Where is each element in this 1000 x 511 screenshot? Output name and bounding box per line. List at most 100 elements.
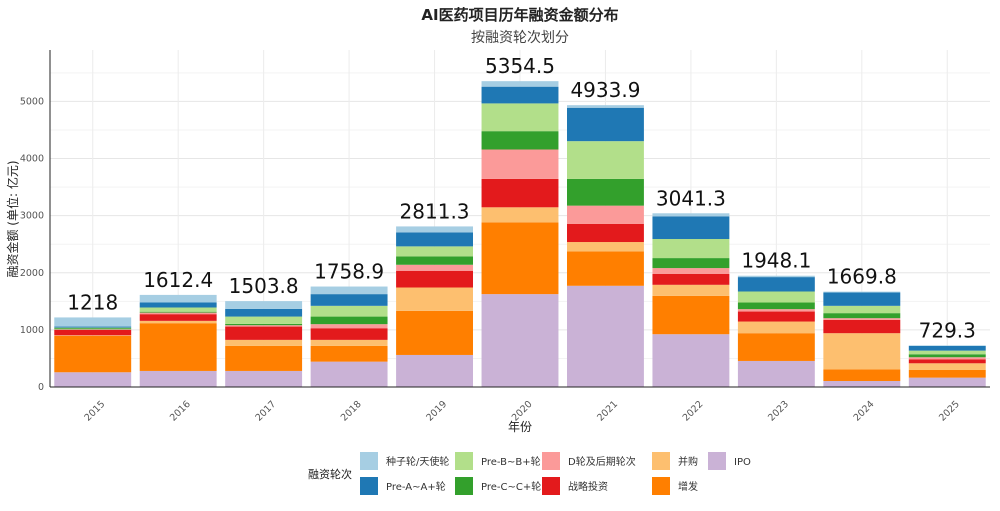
bar-segment <box>481 178 559 208</box>
bar-segment <box>139 370 217 387</box>
legend-item: Pre-C~C+轮 <box>455 477 541 495</box>
bar-segment <box>310 361 388 387</box>
bar-segment <box>139 314 217 321</box>
x-tick-label: 2022 <box>681 399 706 424</box>
bar-segment <box>823 305 901 314</box>
bar-segment <box>139 320 217 324</box>
bar-segment <box>908 345 986 351</box>
chart-subtitle: 按融资轮次划分 <box>471 30 569 46</box>
bar-segment <box>225 370 303 387</box>
legend-swatch <box>542 452 560 470</box>
bar-segment <box>139 302 217 308</box>
x-tick-label: 2025 <box>937 399 962 424</box>
x-tick-label: 2015 <box>83 399 108 424</box>
bar-segment <box>310 345 388 362</box>
bar-segment <box>481 131 559 150</box>
legend-item: 并购 <box>652 452 698 470</box>
legend-item: 增发 <box>652 477 698 495</box>
bar-segment <box>737 291 815 303</box>
bar-segment <box>652 258 730 269</box>
x-tick-label: 2017 <box>253 399 278 424</box>
bar-segment <box>139 307 217 312</box>
bar-segment <box>396 270 473 288</box>
chart-title: AI医药项目历年融资金额分布 <box>421 6 618 24</box>
total-label: 4933.9 <box>570 78 640 102</box>
bar-segment <box>225 308 303 317</box>
y-tick-label: 4000 <box>20 154 44 165</box>
bar-segment <box>54 317 132 327</box>
bar-segment <box>54 335 132 373</box>
bar-segment <box>567 251 644 286</box>
legend-label: 并购 <box>678 455 698 468</box>
bar-segment <box>823 318 901 320</box>
bar-segment <box>652 295 730 335</box>
bar-segment <box>908 354 986 358</box>
bar-segment <box>567 178 644 206</box>
bar-segment <box>652 213 730 217</box>
x-tick-label: 2023 <box>766 399 791 424</box>
bar-segment <box>567 242 644 252</box>
bar-segment <box>652 273 730 285</box>
bar-segment <box>396 310 473 355</box>
total-label: 2811.3 <box>400 199 470 223</box>
y-tick-label: 2000 <box>20 268 44 279</box>
legend-swatch <box>455 452 473 470</box>
x-tick-label: 2018 <box>339 399 364 424</box>
bar-segment <box>652 216 730 240</box>
bar-segment <box>737 309 815 312</box>
bar-segment <box>652 239 730 259</box>
legend-label: 战略投资 <box>568 480 608 493</box>
bar-segment <box>652 268 730 274</box>
bar-segment <box>908 350 986 355</box>
bar-segment <box>139 294 217 303</box>
bar-segment <box>396 256 473 265</box>
bar-segment <box>225 326 303 340</box>
bar-segment <box>823 333 901 370</box>
bar-segment <box>567 205 644 224</box>
bar-segment <box>225 325 303 327</box>
legend-swatch <box>455 477 473 495</box>
y-axis-label: 融资金额 (单位: 亿元) <box>5 160 20 277</box>
bar-segment <box>310 305 388 317</box>
legend-label: Pre-C~C+轮 <box>481 480 541 493</box>
bar-segment <box>481 81 559 87</box>
bar-segment <box>310 324 388 329</box>
bar-segment <box>652 284 730 296</box>
bar-segment <box>139 311 217 313</box>
x-axis-label: 年份 <box>508 420 532 434</box>
bar-segment <box>567 285 644 387</box>
bar-segment <box>481 294 559 387</box>
bar-segment <box>310 339 388 346</box>
bar-segment <box>225 316 303 324</box>
legend-item: Pre-B~B+轮 <box>455 452 541 470</box>
bar-segment <box>908 359 986 364</box>
total-label: 1758.9 <box>314 260 384 284</box>
total-label: 1669.8 <box>827 265 897 289</box>
total-label: 1503.8 <box>229 274 299 298</box>
bar-segment <box>737 277 815 292</box>
legend-label: D轮及后期轮次 <box>568 455 636 468</box>
legend-title: 融资轮次 <box>308 467 352 481</box>
bar-segment <box>481 207 559 223</box>
bar-segment <box>567 141 644 179</box>
legend-swatch <box>360 452 378 470</box>
bar-segment <box>225 301 303 309</box>
x-tick-label: 2016 <box>168 399 193 424</box>
x-tick-label: 2021 <box>595 399 620 424</box>
bar-segment <box>310 286 388 295</box>
legend-label: 种子轮/天使轮 <box>386 455 449 468</box>
bar-segment <box>823 292 901 306</box>
bar-segment <box>54 329 132 330</box>
bar-segment <box>54 335 132 336</box>
bar-segment <box>908 345 986 346</box>
bar-segment <box>139 323 217 371</box>
bar-segment <box>908 369 986 378</box>
y-tick-label: 0 <box>38 382 44 393</box>
legend-label: 增发 <box>678 480 698 493</box>
legend-item: 战略投资 <box>542 477 608 495</box>
legend-item: Pre-A~A+轮 <box>360 477 446 495</box>
bar-segment <box>54 372 132 387</box>
bar-segment <box>54 326 132 328</box>
bar-segment <box>54 329 132 336</box>
bar-segment <box>225 323 303 326</box>
